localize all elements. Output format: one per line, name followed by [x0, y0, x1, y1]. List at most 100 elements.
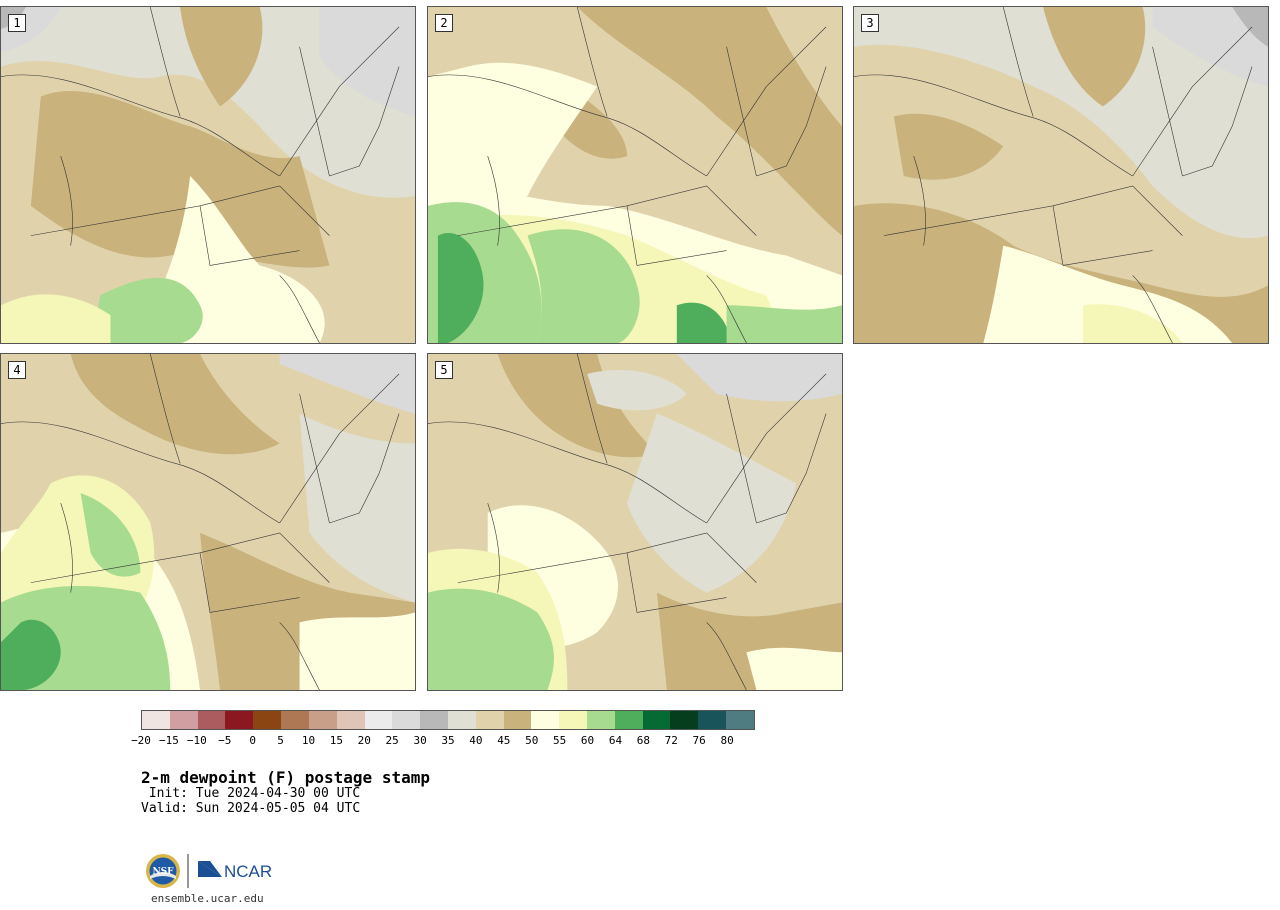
colorbar-tick-label: −15 [158, 734, 179, 747]
boundary-line [706, 373, 827, 524]
colorbar-tick-label: 76 [692, 734, 706, 747]
boundary-line [576, 354, 608, 464]
colorbar-tick-label: 68 [636, 734, 650, 747]
colorbar-cell [531, 711, 560, 729]
colorbar-cell [559, 711, 587, 729]
colorbar-tick-label: 35 [441, 734, 455, 747]
boundary-line [636, 597, 727, 613]
boundary-line [279, 275, 320, 343]
colorbar-tick-label: −20 [131, 734, 151, 747]
colorbar [141, 710, 755, 730]
dewpoint-map [428, 7, 842, 343]
boundary-line [60, 503, 73, 593]
member-number: 3 [861, 14, 879, 32]
colorbar-cell [698, 711, 727, 729]
valid-time: Valid: Sun 2024-05-05 04 UTC [141, 801, 361, 816]
dewpoint-shaded-region [80, 493, 141, 577]
dewpoint-shaded-region [70, 354, 280, 455]
boundary-line [706, 26, 827, 177]
dewpoint-shaded-region [983, 245, 1233, 343]
dewpoint-shaded-region [676, 354, 842, 402]
colorbar-tick-label: 50 [525, 734, 539, 747]
init-time: Init: Tue 2024-04-30 00 UTC [141, 786, 361, 801]
dewpoint-shaded-region [746, 647, 842, 690]
colorbar-cell [281, 711, 309, 729]
dewpoint-shaded-region [180, 7, 263, 107]
boundary-line [1062, 250, 1153, 266]
dewpoint-shaded-region [30, 90, 330, 268]
boundary-line [726, 393, 757, 524]
colorbar-tick-label: 20 [357, 734, 371, 747]
colorbar-cell [392, 711, 421, 729]
boundary-line [457, 205, 638, 266]
dewpoint-shaded-region [587, 369, 687, 411]
dewpoint-shaded-region [497, 354, 657, 458]
boundary-line [457, 552, 638, 613]
dewpoint-map [1, 7, 415, 343]
nsf-ncar-logo: NSF NCAR [144, 851, 274, 891]
colorbar-tick-label: 55 [553, 734, 567, 747]
boundary-line [329, 66, 400, 177]
colorbar-cell [475, 711, 504, 729]
member-number: 4 [8, 361, 26, 379]
dewpoint-shaded-region [98, 277, 203, 343]
dewpoint-shaded-region [627, 413, 797, 593]
boundary-line [199, 532, 330, 583]
stamp-member-5[interactable]: 5 [427, 353, 843, 691]
boundary-line [1182, 66, 1253, 177]
colorbar-cell [142, 711, 170, 729]
boundary-line [487, 156, 500, 246]
colorbar-cell [336, 711, 365, 729]
boundary-line [1002, 7, 1034, 117]
colorbar-cell [447, 711, 476, 729]
boundary-line [1, 421, 280, 524]
dewpoint-shaded-region [1, 294, 111, 343]
colorbar-tick-label: −10 [186, 734, 207, 747]
dewpoint-shaded-region [1043, 7, 1146, 107]
colorbar-cell [614, 711, 643, 729]
boundary-line [60, 156, 73, 246]
colorbar-tick-label: 30 [413, 734, 427, 747]
dewpoint-shaded-region [1082, 304, 1183, 343]
stamp-member-3[interactable]: 3 [853, 6, 1269, 344]
boundary-line [854, 74, 1133, 177]
nsf-seal-icon: NSF [146, 854, 180, 888]
boundary-line [1132, 275, 1173, 343]
boundary-line [626, 532, 757, 583]
site-url[interactable]: ensemble.ucar.edu [151, 892, 264, 905]
boundary-line [149, 354, 181, 464]
boundary-line [1, 74, 280, 177]
colorbar-tick-label: −5 [218, 734, 232, 747]
colorbar-cell [670, 711, 699, 729]
dewpoint-shaded-region [676, 302, 732, 343]
svg-text:NSF: NSF [152, 867, 174, 877]
stamp-member-4[interactable]: 4 [0, 353, 416, 691]
member-number: 1 [8, 14, 26, 32]
colorbar-tick-label: 15 [329, 734, 343, 747]
colorbar-tick-label: 64 [608, 734, 623, 747]
stamp-member-1[interactable]: 1 [0, 6, 416, 344]
boundary-line [279, 622, 320, 690]
boundary-line [1152, 46, 1183, 177]
boundary-line [706, 622, 747, 690]
boundary-line [487, 503, 500, 593]
boundary-line [299, 393, 330, 524]
dewpoint-shaded-region [437, 233, 484, 343]
dewpoint-shaded-region [299, 612, 415, 690]
boundary-line [428, 421, 707, 524]
colorbar-cell [503, 711, 532, 729]
boundary-line [428, 74, 707, 177]
boundary-line [626, 185, 757, 236]
colorbar-cell [642, 711, 671, 729]
colorbar-cell [364, 711, 393, 729]
stamp-member-2[interactable]: 2 [427, 6, 843, 344]
member-number: 5 [435, 361, 453, 379]
dewpoint-shaded-region [428, 62, 598, 199]
ncar-logo-icon: NCAR [198, 861, 272, 881]
colorbar-tick-label: 80 [720, 734, 734, 747]
boundary-line [756, 413, 827, 524]
dewpoint-shaded-region [299, 413, 415, 603]
colorbar-cell [169, 711, 198, 729]
colorbar-cell [587, 711, 615, 729]
boundary-line [279, 373, 400, 524]
